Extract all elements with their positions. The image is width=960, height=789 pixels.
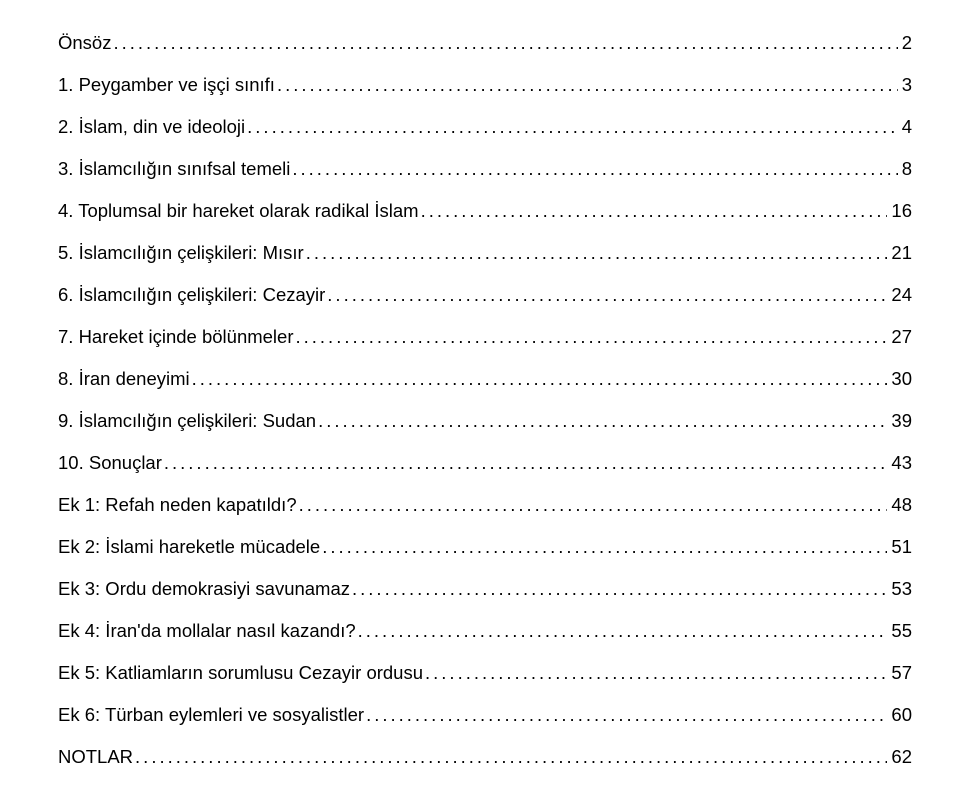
- toc-entry: NOTLAR 62: [58, 746, 912, 768]
- toc-page-number: 16: [887, 200, 912, 222]
- toc-title: 4. Toplumsal bir hareket olarak radikal …: [58, 200, 419, 222]
- toc-title: Ek 2: İslami hareketle mücadele: [58, 536, 320, 558]
- toc-title: Ek 6: Türban eylemleri ve sosyalistler: [58, 704, 364, 726]
- toc-entry: 9. İslamcılığın çelişkileri: Sudan 39: [58, 410, 912, 432]
- toc-title: 6. İslamcılığın çelişkileri: Cezayir: [58, 284, 325, 306]
- toc-title: 1. Peygamber ve işçi sınıfı: [58, 74, 275, 96]
- toc-leader: [275, 74, 898, 96]
- toc-leader: [350, 578, 887, 600]
- toc-title: Ek 3: Ordu demokrasiyi savunamaz: [58, 578, 350, 600]
- toc-title: NOTLAR: [58, 746, 133, 768]
- toc-leader: [316, 410, 887, 432]
- toc-page-number: 53: [887, 578, 912, 600]
- toc-title: Önsöz: [58, 32, 111, 54]
- toc-page-number: 3: [898, 74, 912, 96]
- toc-entry: 10. Sonuçlar 43: [58, 452, 912, 474]
- toc-entry: Ek 6: Türban eylemleri ve sosyalistler 60: [58, 704, 912, 726]
- toc-leader: [297, 494, 888, 516]
- toc-page-number: 51: [887, 536, 912, 558]
- toc-leader: [190, 368, 888, 390]
- toc-entry: 7. Hareket içinde bölünmeler 27: [58, 326, 912, 348]
- toc-page-number: 57: [887, 662, 912, 684]
- toc-entry: Önsöz 2: [58, 32, 912, 54]
- toc-entry: Ek 5: Katliamların sorumlusu Cezayir ord…: [58, 662, 912, 684]
- toc-title: 8. İran deneyimi: [58, 368, 190, 390]
- toc-page-number: 48: [887, 494, 912, 516]
- toc-entry: 4. Toplumsal bir hareket olarak radikal …: [58, 200, 912, 222]
- toc-leader: [419, 200, 888, 222]
- toc-page-number: 21: [887, 242, 912, 264]
- toc-entry: 6. İslamcılığın çelişkileri: Cezayir 24: [58, 284, 912, 306]
- toc-page-number: 24: [887, 284, 912, 306]
- toc-entry: Ek 1: Refah neden kapatıldı? 48: [58, 494, 912, 516]
- toc-page-number: 62: [887, 746, 912, 768]
- toc-page-number: 4: [898, 116, 912, 138]
- toc-leader: [325, 284, 887, 306]
- toc-leader: [294, 326, 888, 348]
- toc-entry: 1. Peygamber ve işçi sınıfı 3: [58, 74, 912, 96]
- toc-leader: [320, 536, 887, 558]
- toc-leader: [111, 32, 897, 54]
- toc-title: Ek 4: İran'da mollalar nasıl kazandı?: [58, 620, 356, 642]
- toc-page-number: 43: [887, 452, 912, 474]
- toc-title: 5. İslamcılığın çelişkileri: Mısır: [58, 242, 304, 264]
- toc-leader: [423, 662, 887, 684]
- toc-page-number: 60: [887, 704, 912, 726]
- toc-title: Ek 1: Refah neden kapatıldı?: [58, 494, 297, 516]
- toc-leader: [162, 452, 888, 474]
- toc-page-number: 39: [887, 410, 912, 432]
- toc-entry: Ek 3: Ordu demokrasiyi savunamaz 53: [58, 578, 912, 600]
- toc-title: 2. İslam, din ve ideoloji: [58, 116, 245, 138]
- toc-entry: 3. İslamcılığın sınıfsal temeli 8: [58, 158, 912, 180]
- toc-leader: [304, 242, 888, 264]
- toc-leader: [245, 116, 898, 138]
- toc-page-number: 2: [898, 32, 912, 54]
- toc-title: 9. İslamcılığın çelişkileri: Sudan: [58, 410, 316, 432]
- toc-leader: [133, 746, 887, 768]
- toc-entry: 5. İslamcılığın çelişkileri: Mısır 21: [58, 242, 912, 264]
- toc-page-number: 30: [887, 368, 912, 390]
- toc-entry: Ek 2: İslami hareketle mücadele 51: [58, 536, 912, 558]
- toc-title: Ek 5: Katliamların sorumlusu Cezayir ord…: [58, 662, 423, 684]
- toc-page-number: 27: [887, 326, 912, 348]
- toc-leader: [290, 158, 897, 180]
- toc-leader: [356, 620, 888, 642]
- toc-title: 7. Hareket içinde bölünmeler: [58, 326, 294, 348]
- toc-title: 3. İslamcılığın sınıfsal temeli: [58, 158, 290, 180]
- toc-entry: 2. İslam, din ve ideoloji 4: [58, 116, 912, 138]
- toc-page: Önsöz 2 1. Peygamber ve işçi sınıfı 3 2. İsl…: [0, 0, 960, 789]
- toc-page-number: 55: [887, 620, 912, 642]
- toc-leader: [364, 704, 887, 726]
- toc-entry: Ek 4: İran'da mollalar nasıl kazandı? 55: [58, 620, 912, 642]
- toc-page-number: 8: [898, 158, 912, 180]
- toc-title: 10. Sonuçlar: [58, 452, 162, 474]
- toc-entry: 8. İran deneyimi 30: [58, 368, 912, 390]
